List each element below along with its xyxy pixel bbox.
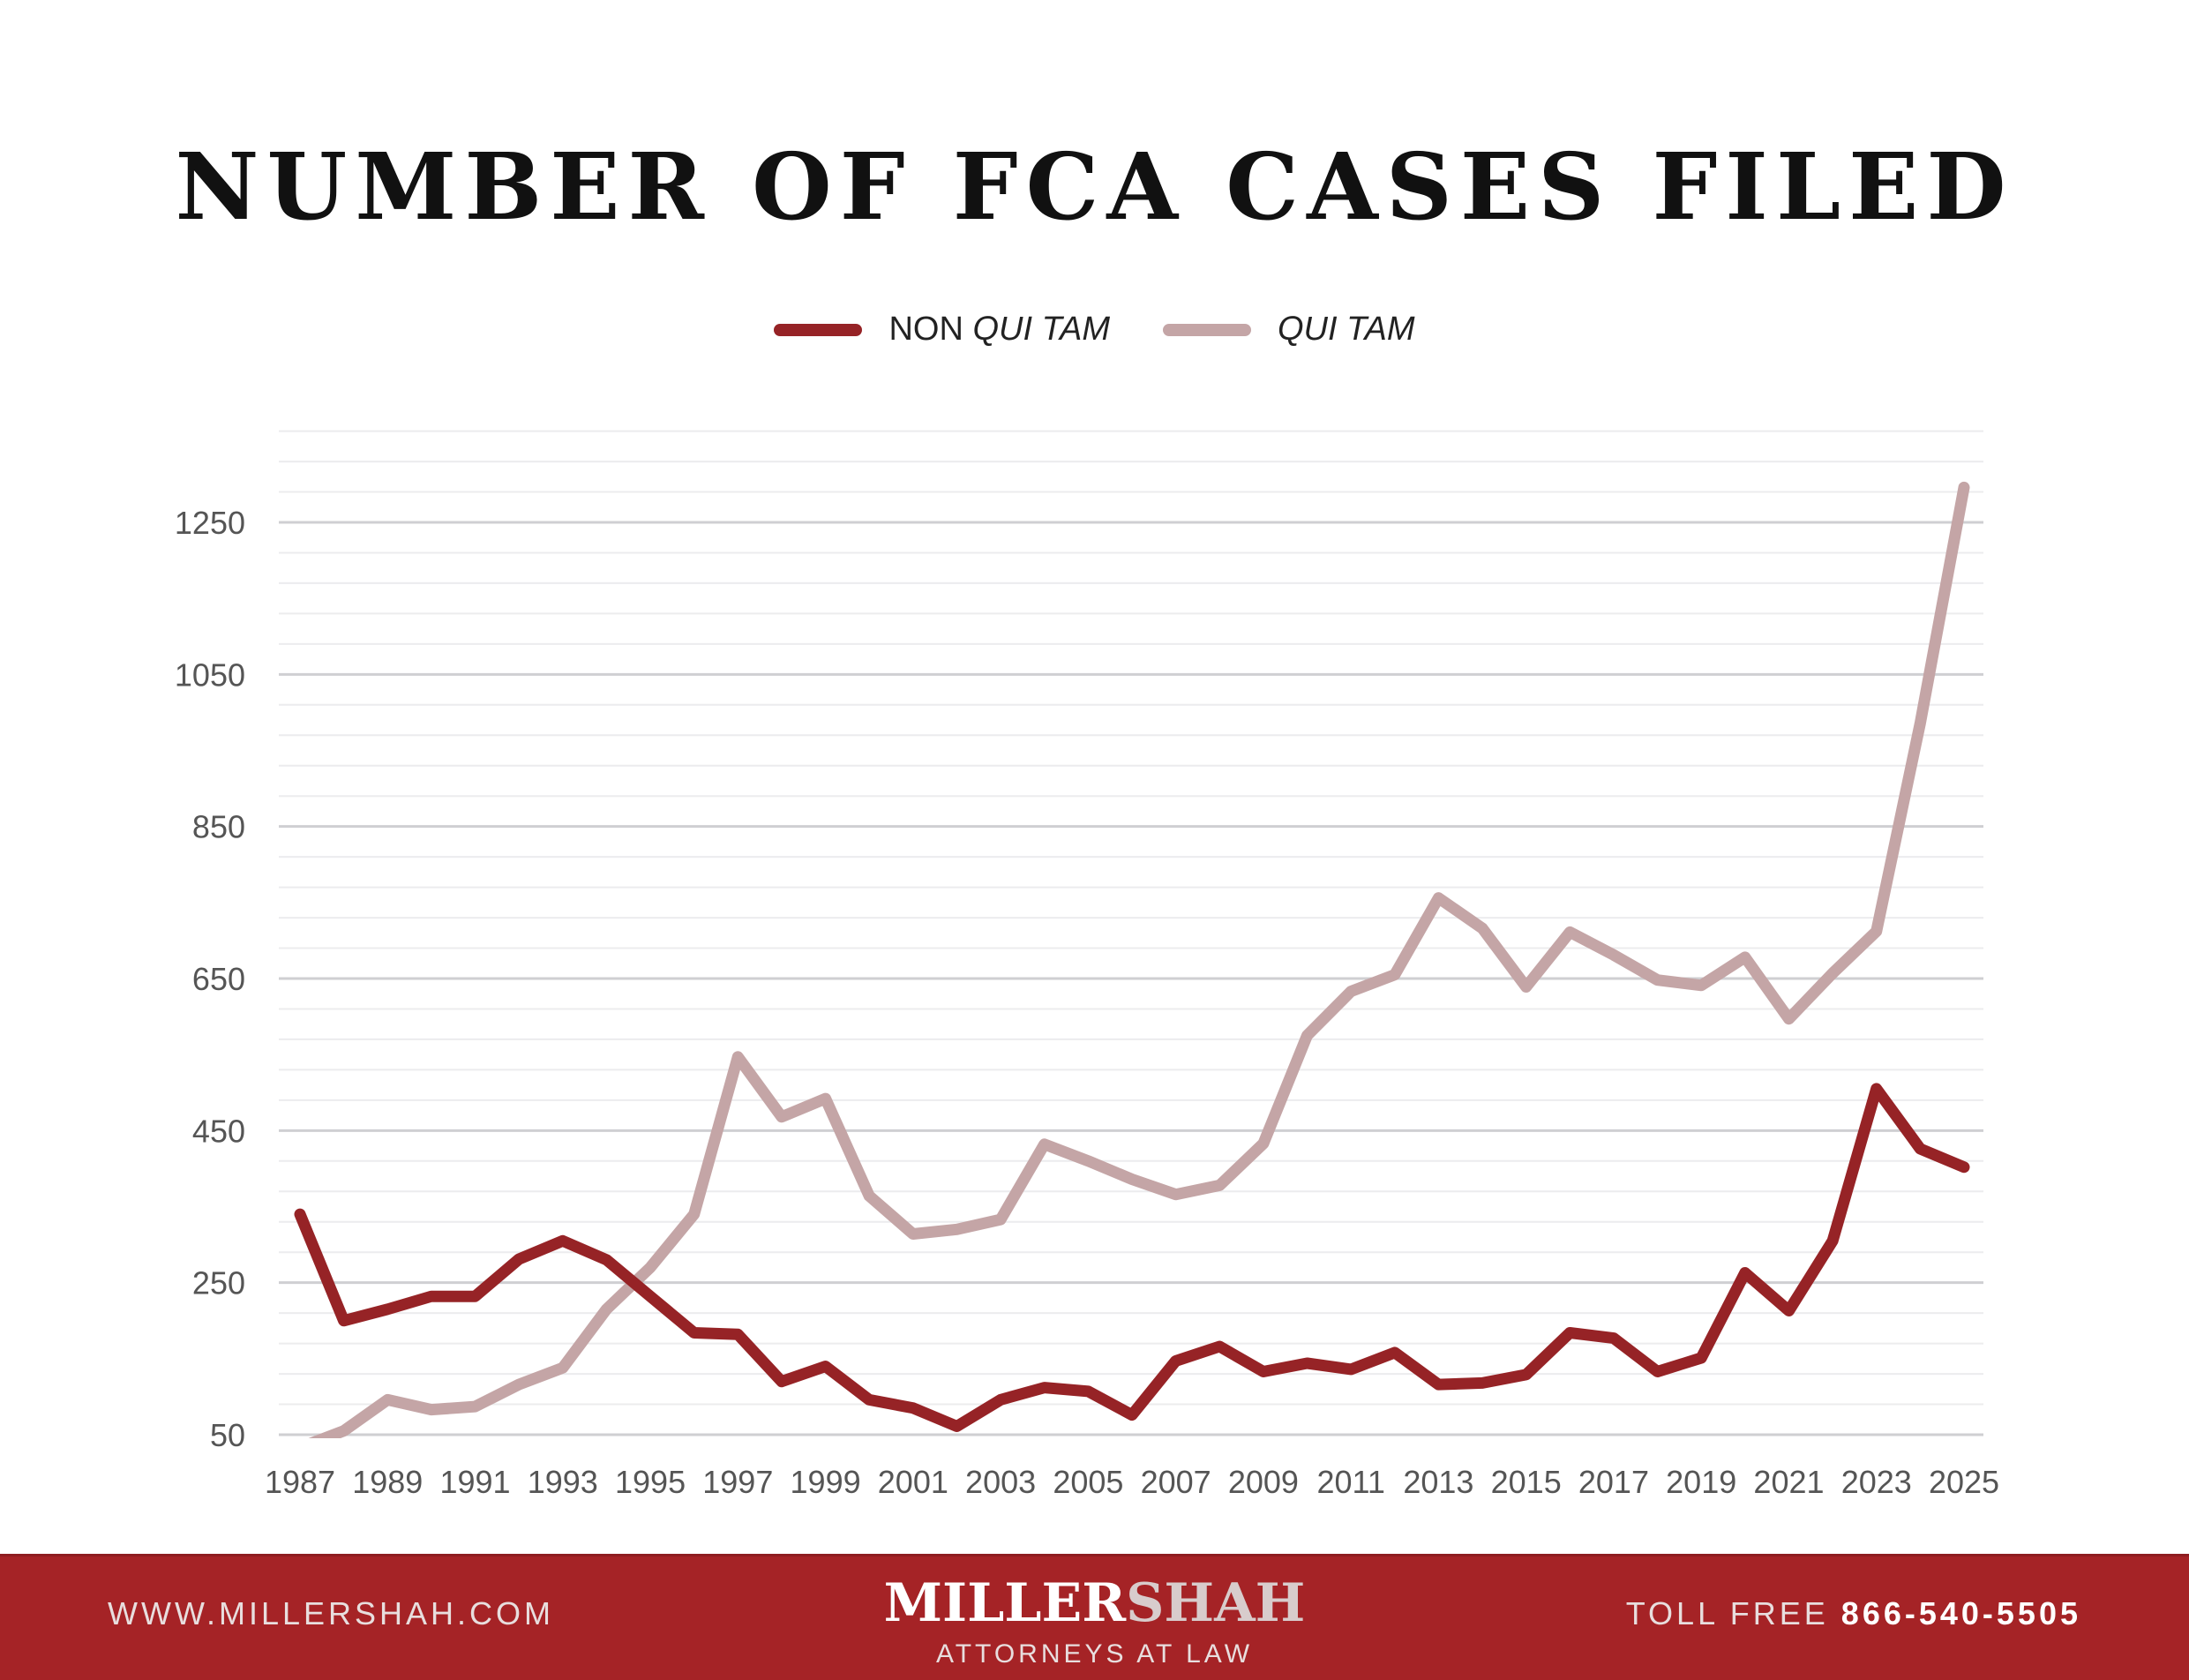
x-tick-label: 2009 <box>1228 1464 1299 1500</box>
x-tick-label: 2013 <box>1403 1464 1473 1500</box>
x-tick-label: 2023 <box>1841 1464 1912 1500</box>
x-tick-label: 2019 <box>1666 1464 1736 1500</box>
x-tick-label: 1995 <box>615 1464 686 1500</box>
x-tick-label: 1989 <box>352 1464 423 1500</box>
x-tick-label: 2007 <box>1141 1464 1211 1500</box>
logo-tagline: ATTORNEYS AT LAW <box>0 1639 2189 1669</box>
x-tick-label: 2025 <box>1929 1464 1999 1500</box>
series-line-qui-tam <box>300 487 1964 1447</box>
y-tick-label: 850 <box>192 809 245 845</box>
x-tick-label: 1991 <box>439 1464 510 1500</box>
phone-number[interactable]: TOLL FREE 866-540-5505 <box>1626 1595 2081 1632</box>
y-tick-label: 50 <box>210 1417 245 1453</box>
y-tick-label: 650 <box>192 961 245 997</box>
x-tick-label: 1997 <box>702 1464 773 1500</box>
x-tick-label: 1987 <box>265 1464 335 1500</box>
x-tick-label: 2021 <box>1753 1464 1824 1500</box>
line-chart: 50 250 450 650 850 1050 1250 1987 1989 1991 1993 19… <box>0 0 2189 1553</box>
y-tick-label: 1250 <box>175 505 245 541</box>
x-tick-label: 2005 <box>1053 1464 1123 1500</box>
x-tick-label: 2011 <box>1316 1464 1384 1500</box>
y-tick-label: 250 <box>192 1265 245 1301</box>
x-tick-label: 2015 <box>1491 1464 1562 1500</box>
x-tick-label: 1993 <box>528 1464 598 1500</box>
footer-bar: WWW.MILLERSHAH.COM MILLERSHAH ATTORNEYS … <box>0 1554 2189 1680</box>
y-tick-label: 1050 <box>175 656 245 693</box>
y-tick-label: 450 <box>192 1113 245 1149</box>
x-tick-label: 2003 <box>965 1464 1036 1500</box>
x-tick-label: 2017 <box>1578 1464 1649 1500</box>
x-tick-label: 1999 <box>791 1464 861 1500</box>
x-tick-label: 2001 <box>878 1464 948 1500</box>
